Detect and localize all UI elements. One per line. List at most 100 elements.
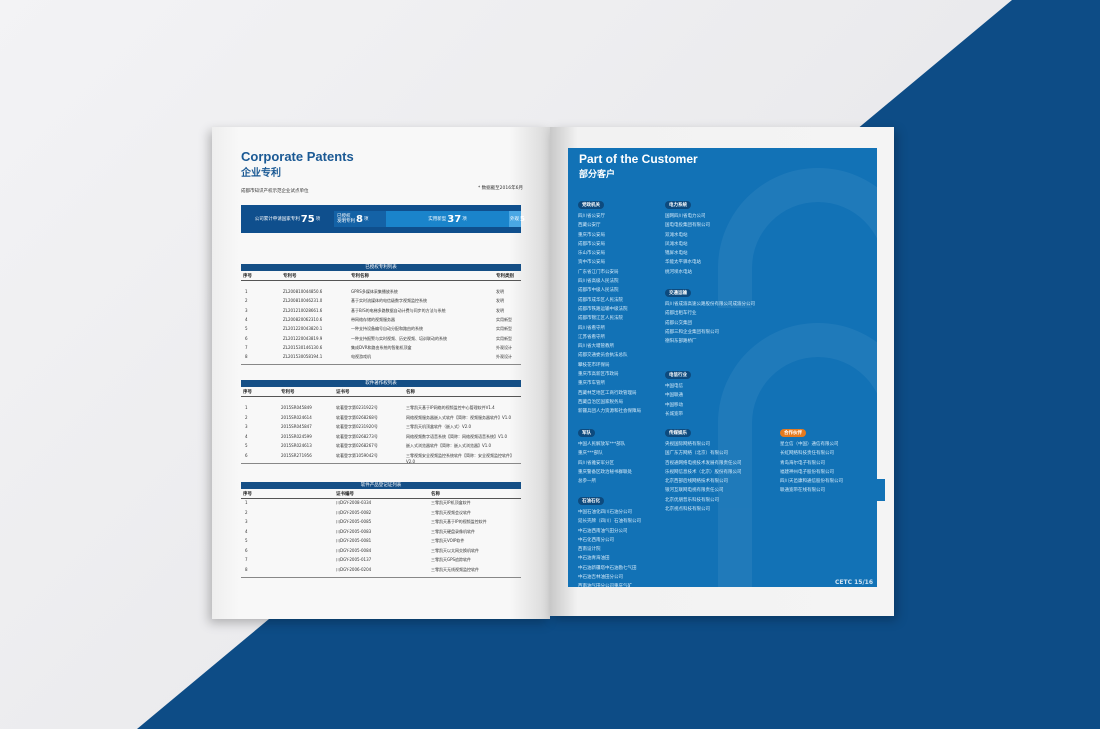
table-cell: 嵌入式浏览器软件【简称：嵌入式浏览器】V1.0 [406, 443, 492, 448]
customer-item: 长城宽带 [665, 411, 683, 417]
table-cell: 集成DVR和路由系统的智能机顶盒 [351, 344, 412, 350]
table-cell: 3 [245, 519, 248, 524]
customer-group: 党政机关 四川省公安厅 西藏公安厅 重庆市公安局 成都市公安局 乐山市公安局 资中市公安局广… [578, 191, 641, 417]
table-row: 5 2015SR024613 软著登字第0268267号 嵌入式浏览器软件【简称：嵌入… [241, 443, 521, 452]
copyrights-table-header: 序号 专利号 证书号 名称 [241, 389, 521, 397]
table-cell: 川DGY-2005-0137 [336, 557, 372, 562]
group-heading: 电力系统 [665, 201, 691, 209]
table-cell: 2015SR024614 [281, 414, 312, 420]
table-cell: ZL200810046231.0 [283, 298, 323, 304]
table-cell: 软著登字第0268273号 [336, 433, 378, 439]
customer-item: 四川省成渝高速公路股份有限公司成渝分公司 [665, 302, 755, 307]
customer-item: 国广东方网络（北京）有限公司 [665, 451, 728, 457]
column-header: 名称 [431, 492, 440, 497]
table-row: 1 ZL200810044850.6 GPRS多媒体采集播放系统 发明 [241, 289, 521, 298]
page-title-en: Part of the Customer [579, 152, 698, 166]
table-cell: 三零凯天视频会议软件 [431, 509, 471, 515]
customer-item: 青岛海尔电子有限公司 [780, 460, 825, 466]
customer-item: 联通宽带在线有限公司 [780, 488, 825, 494]
table-cell: 三零凯天无线视频监控软件 [431, 566, 479, 572]
customer-item: 银河互联网电视有限责任公司 [665, 488, 724, 494]
table-cell: 1 [245, 405, 248, 410]
table-cell: 川DGY-2005-0085 [336, 519, 372, 524]
table-cell: 4 [245, 433, 248, 439]
table-row: 6 川DGY-2005-0084 三零凯天以太网交换机软件 [241, 548, 521, 557]
table-cell: GPRS多媒体采集播放系统 [351, 289, 398, 294]
customer-item: 桃河坝水电站 [665, 269, 692, 275]
customer-item: 星立信（中国）通信有限公司 [780, 442, 839, 447]
table-row: 1 川DGY-2008-0334 三零凯天IP机顶盒软件 [241, 500, 521, 509]
customer-group: 合作伙伴 星立信（中国）通信有限公司 长虹网络科技责任有限公司 青岛海尔电子有限公司福… [780, 419, 843, 496]
table-row: 7 ZL201530146130.6 集成DVR和路由系统的智能机顶盒 外观设计 [241, 345, 521, 354]
customer-item: 西藏公安厅 [578, 223, 601, 229]
table-cell: 4 [245, 316, 248, 322]
customer-item: 西藏自治区国家税务局 [578, 399, 623, 405]
customer-item: 四川省大堰管教所 [578, 344, 614, 350]
table-cell: 川DGY-2005-0082 [336, 509, 372, 515]
customer-item: 国网四川省电力公司 [665, 214, 706, 219]
customer-item: 华能太平驿水电站 [665, 260, 701, 266]
table-row: 3 2015SR045847 软著登字第0231920号 三零凯天机顶盒软件（嵌入式）… [241, 424, 521, 433]
table-row: 4 ZL200820062310.6 带网络存储的视频服务器 实用新型 [241, 317, 521, 326]
customer-item: 百视通网络电视技术发展有限责任公司 [665, 460, 742, 466]
table-cell: 5 [245, 443, 248, 448]
customer-item: 央视国际网络有限公司 [665, 442, 710, 447]
column-header: 专利号 [283, 274, 297, 279]
table-cell: 7 [245, 557, 248, 562]
table-row: 8 ZL201530058194.1 电视游戏机 外观设计 [241, 354, 521, 363]
customer-item: 西南油气田分公司重庆气矿 [578, 584, 632, 587]
table-cell: 川DGY-2008-0334 [336, 500, 372, 505]
table-cell: 川DGY-2005-0081 [336, 538, 372, 543]
customer-item: 四川天邑康和通信股份有限公司 [780, 479, 843, 485]
customer-item: 中国人民解放军***部队 [578, 442, 626, 447]
customer-item: 广东省江门市公安局 [578, 269, 619, 275]
group-heading: 党政机关 [578, 201, 604, 209]
table-cell: 3 [245, 307, 248, 313]
customer-item: 中石油吉林油田分公司 [578, 575, 623, 581]
customer-item: 四川省雅安军分区 [578, 460, 614, 466]
customer-item: 德阳东部路桥厂 [665, 339, 697, 345]
table-cell: 三零凯天IP机顶盒软件 [431, 500, 471, 505]
patents-table-header: 序号 专利号 专利名称 专利类别 [241, 273, 521, 281]
customer-item: 国电电投集团有限公司 [665, 223, 710, 229]
table-cell: 8 [245, 566, 248, 572]
table-cell: 电视游戏机 [351, 354, 371, 360]
page-title-cn: 企业专利 [241, 168, 281, 179]
customer-item: 中国联通 [665, 393, 683, 399]
customer-item: 延长壳牌（四川）石油有限公司 [578, 519, 641, 525]
table-cell: 6 [245, 547, 248, 553]
table-row: 8 川DGY-2006-0204 三零凯天无线视频监控软件 [241, 567, 521, 576]
customer-item: 成都市铁路运输中级法院 [578, 306, 628, 312]
table-cell: 2015SR271956 [281, 452, 312, 458]
left-page: Corporate Patents 企业专利 成都市知识产权示范企业试点单位 *… [212, 127, 550, 619]
table-cell: 2 [245, 414, 248, 420]
panel-tab [876, 479, 885, 501]
table-cell: 实用新型 [496, 316, 512, 322]
table-cell: 2015SR045849 [281, 405, 312, 410]
table-cell: 7 [245, 344, 248, 350]
column-header: 序号 [243, 492, 252, 497]
customer-item: 锦屏水电站 [665, 251, 688, 257]
customer-panel: Part of the Customer 部分客户 党政机关 四川省公安厅 西藏公安… [568, 148, 877, 587]
customer-item: 中石油西南油气田分公司 [578, 528, 628, 534]
customer-item: 成都市成华区人民法院 [578, 297, 623, 303]
column-header: 专利名称 [351, 274, 369, 279]
column-header: 序号 [243, 274, 252, 279]
customer-item: 中国电信 [665, 384, 683, 389]
stat-total: 公司累计申请国家专利 75 项 [254, 213, 321, 225]
page-title-en: Corporate Patents [241, 149, 354, 164]
group-heading: 电信行业 [665, 371, 691, 379]
table-cell: 软著登字第0268268号 [336, 414, 378, 420]
table-cell: 2 [245, 298, 248, 304]
customer-item: 西南设计院 [578, 547, 601, 553]
table-cell: 2 [245, 509, 248, 515]
customer-item: 成都出租车行业 [665, 311, 697, 317]
column-header: 专利类别 [496, 274, 514, 279]
page-number: CETC 15/16 [835, 579, 873, 586]
group-heading: 传媒娱乐 [665, 429, 691, 437]
customer-item: 中国移动 [665, 402, 683, 408]
table-cell: 5 [245, 538, 248, 543]
customer-group: 电力系统 国网四川省电力公司 国电电投集团有限公司 双滩水电站 凤滩水电站 锦屏水电站 华能… [665, 191, 710, 277]
column-header: 序号 [243, 390, 252, 395]
group-heading: 合作伙伴 [780, 429, 806, 437]
